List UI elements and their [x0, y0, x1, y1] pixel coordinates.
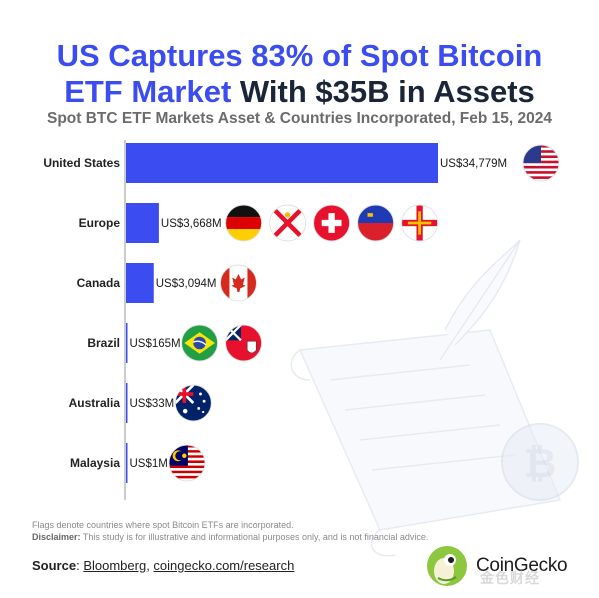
guernsey-flag-icon: [401, 204, 439, 242]
category-label: United States: [43, 156, 120, 170]
watermark-text: 金色财经: [480, 570, 540, 586]
bermuda-flag-icon: [225, 324, 263, 362]
bitcoin-coin-icon: ₿: [501, 423, 579, 501]
data-label: US$165M: [130, 338, 181, 350]
source-label: Source: [32, 558, 77, 573]
page-title-line-1: US Captures 83% of Spot Bitcoin: [0, 38, 599, 74]
category-label: Australia: [69, 396, 121, 410]
data-label: US$3,094M: [156, 278, 217, 290]
bar: [126, 323, 128, 363]
title-dark-part: With $35B in Assets: [239, 74, 535, 109]
bar: [126, 383, 128, 423]
bloomberg-link[interactable]: Bloomberg: [83, 558, 147, 573]
title-blue-part: ETF Market: [64, 74, 232, 109]
category-label: Europe: [79, 216, 121, 230]
category-label: Malaysia: [70, 456, 120, 470]
title-line-1: US Captures 83% of Spot Bitcoin: [56, 38, 543, 73]
bar: [126, 143, 438, 183]
bar: [126, 263, 154, 303]
australia-flag-icon: [174, 384, 212, 422]
switzerland-flag-icon: [313, 204, 351, 242]
data-label: US$33M: [130, 398, 175, 410]
coingecko-research-link[interactable]: coingecko.com/research: [153, 558, 295, 573]
data-label: US$34,779M: [440, 158, 507, 170]
svg-text:₿: ₿: [524, 442, 557, 486]
gecko-icon: [427, 546, 467, 586]
liechtenstein-flag-icon: [357, 204, 395, 242]
data-label: US$3,668M: [161, 218, 222, 230]
bar-chart: United States US$34,779M Europe US$3,668M Ca…: [43, 140, 560, 500]
disclaimer-label: Disclaimer:: [32, 532, 81, 542]
disclaimer-text: This study is for illustrative and infor…: [82, 532, 429, 542]
chart-subtitle: Spot BTC ETF Markets Asset & Countries I…: [46, 110, 552, 127]
footnote-disclaimer: Disclaimer: This study is for illustrati…: [32, 532, 428, 542]
coingecko-logo: CoinGecko: [426, 545, 568, 587]
footnote-flags: Flags denote countries where spot Bitcoi…: [32, 520, 294, 530]
data-label: US$1M: [130, 458, 168, 470]
canada-flag-icon: [220, 264, 257, 302]
bar: [126, 443, 128, 483]
brand-name: CoinGecko: [476, 555, 568, 576]
us-flag-icon: [522, 144, 560, 182]
page-title-line-2: ETF Market With $35B in Assets: [0, 74, 599, 110]
jersey-flag-icon: [269, 204, 307, 242]
germany-flag-icon: [225, 204, 263, 242]
category-label: Brazil: [87, 336, 120, 350]
malaysia-flag-icon: [168, 444, 206, 482]
category-label: Canada: [77, 276, 121, 290]
bar: [126, 203, 159, 243]
source-line: Source: Bloomberg, coingecko.com/researc…: [32, 558, 295, 573]
brazil-flag-icon: [181, 324, 219, 362]
